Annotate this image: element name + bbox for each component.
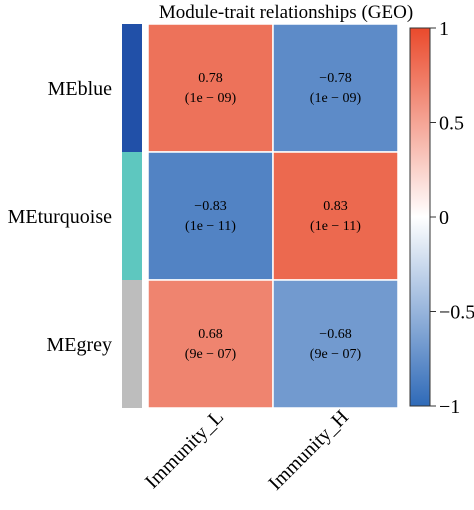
row-label-megrey: MEgrey: [46, 334, 112, 356]
colorbar-tick-label: −1: [439, 396, 460, 418]
cell-pvalue-label: (1e − 09): [185, 91, 237, 106]
heatmap-cell: [272, 23, 399, 153]
row-color-meturquoise: [122, 152, 142, 280]
heatmap-cells: 0.78 (1e − 09) −0.78 (1e − 09) −0.83 (1e − 11…: [147, 23, 399, 409]
cell-value-label: 0.83: [323, 199, 348, 214]
colorbar-tick-label: 0: [439, 207, 449, 229]
cell-pvalue-label: (1e − 11): [310, 219, 361, 234]
cell-value-label: −0.83: [194, 199, 226, 214]
colorbar-tick-label: 1: [439, 18, 449, 40]
colorbar: 1 0.5 0 −0.5 −1: [409, 18, 474, 418]
colorbar-ticks: 1 0.5 0 −0.5 −1: [430, 18, 474, 418]
row-label-meblue: MEblue: [48, 78, 113, 100]
column-label-immunity-h: Immunity_H: [264, 406, 353, 495]
cell-pvalue-label: (1e − 09): [310, 91, 362, 106]
cell-value-label: 0.78: [198, 71, 223, 86]
column-labels: Immunity_L Immunity_H: [141, 406, 353, 495]
cell-value-label: 0.68: [198, 327, 223, 342]
column-label-immunity-l: Immunity_L: [141, 406, 228, 493]
row-color-megrey: [122, 280, 142, 408]
heatmap-frame: [147, 23, 399, 409]
colorbar-tick-label: 0.5: [439, 113, 464, 135]
heatmap-cell: [272, 279, 399, 409]
cell-pvalue-label: (1e − 11): [185, 219, 236, 234]
heatmap-cell: [147, 279, 274, 409]
heatmap-cell: [147, 151, 274, 281]
cell-pvalue-label: (9e − 07): [310, 347, 362, 362]
row-labels: MEblue MEturquoise MEgrey: [8, 78, 113, 356]
row-color-bars: [122, 24, 142, 408]
heatmap-cell: [147, 23, 274, 153]
cell-value-label: −0.78: [319, 71, 351, 86]
cell-pvalue-label: (9e − 07): [185, 347, 237, 362]
row-color-meblue: [122, 24, 142, 152]
chart-title: Module-trait relationships (GEO): [159, 2, 413, 23]
row-label-meturquoise: MEturquoise: [8, 206, 113, 228]
cell-value-label: −0.68: [319, 327, 351, 342]
colorbar-gradient: [409, 27, 431, 407]
heatmap-cell: [272, 151, 399, 281]
colorbar-tick-label: −0.5: [439, 302, 474, 324]
